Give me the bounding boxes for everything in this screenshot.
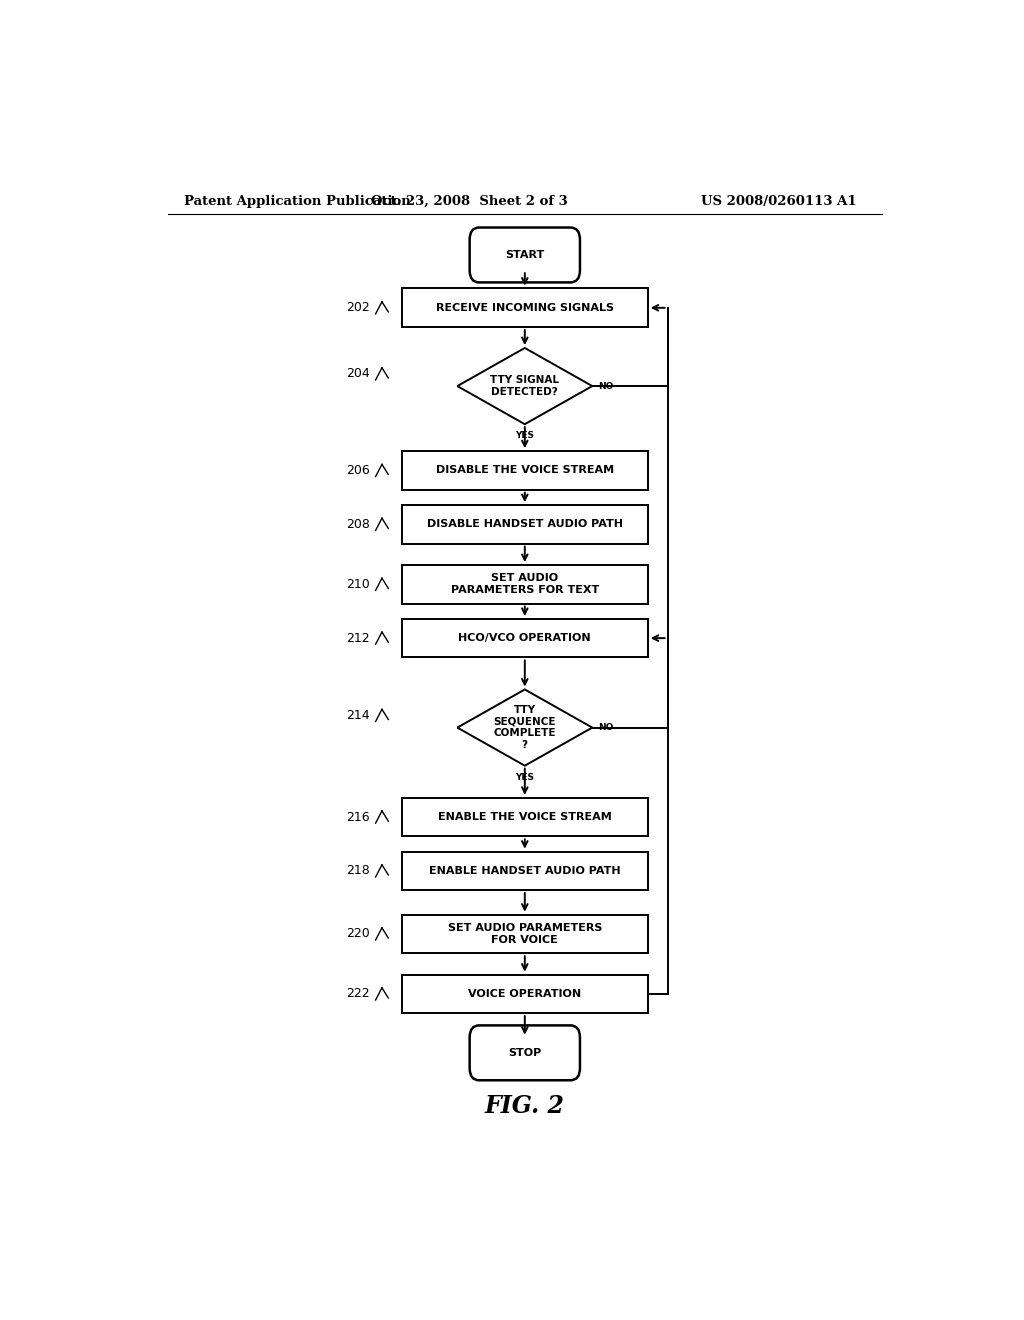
Text: 212: 212: [346, 632, 370, 644]
Text: TTY SIGNAL
DETECTED?: TTY SIGNAL DETECTED?: [490, 375, 559, 397]
Text: 210: 210: [346, 578, 370, 591]
FancyBboxPatch shape: [401, 851, 648, 890]
Text: 204: 204: [346, 367, 370, 380]
FancyBboxPatch shape: [401, 451, 648, 490]
Text: DISABLE HANDSET AUDIO PATH: DISABLE HANDSET AUDIO PATH: [427, 519, 623, 529]
FancyBboxPatch shape: [470, 1026, 580, 1080]
FancyBboxPatch shape: [401, 974, 648, 1014]
FancyBboxPatch shape: [401, 565, 648, 603]
Text: NO: NO: [599, 723, 614, 733]
FancyBboxPatch shape: [401, 915, 648, 953]
Text: DISABLE THE VOICE STREAM: DISABLE THE VOICE STREAM: [436, 466, 613, 475]
FancyBboxPatch shape: [470, 227, 580, 282]
Text: ENABLE THE VOICE STREAM: ENABLE THE VOICE STREAM: [438, 812, 611, 822]
Text: SET AUDIO
PARAMETERS FOR TEXT: SET AUDIO PARAMETERS FOR TEXT: [451, 573, 599, 595]
Text: 216: 216: [346, 810, 370, 824]
Text: 220: 220: [346, 928, 370, 940]
Text: 202: 202: [346, 301, 370, 314]
FancyBboxPatch shape: [401, 797, 648, 837]
Text: ENABLE HANDSET AUDIO PATH: ENABLE HANDSET AUDIO PATH: [429, 866, 621, 876]
Text: Oct. 23, 2008  Sheet 2 of 3: Oct. 23, 2008 Sheet 2 of 3: [371, 194, 567, 207]
Text: YES: YES: [515, 772, 535, 781]
Text: RECEIVE INCOMING SIGNALS: RECEIVE INCOMING SIGNALS: [436, 302, 613, 313]
FancyBboxPatch shape: [401, 506, 648, 544]
Text: 218: 218: [346, 865, 370, 878]
FancyBboxPatch shape: [401, 619, 648, 657]
Text: US 2008/0260113 A1: US 2008/0260113 A1: [701, 194, 856, 207]
Text: HCO/VCO OPERATION: HCO/VCO OPERATION: [459, 634, 591, 643]
Polygon shape: [458, 348, 592, 424]
Text: FIG. 2: FIG. 2: [484, 1094, 565, 1118]
Text: STOP: STOP: [508, 1048, 542, 1057]
Text: VOICE OPERATION: VOICE OPERATION: [468, 989, 582, 999]
Text: 222: 222: [346, 987, 370, 1001]
Text: SET AUDIO PARAMETERS
FOR VOICE: SET AUDIO PARAMETERS FOR VOICE: [447, 923, 602, 945]
Text: Patent Application Publication: Patent Application Publication: [183, 194, 411, 207]
Text: START: START: [505, 249, 545, 260]
FancyBboxPatch shape: [401, 289, 648, 327]
Text: NO: NO: [599, 381, 614, 391]
Text: TTY
SEQUENCE
COMPLETE
?: TTY SEQUENCE COMPLETE ?: [494, 705, 556, 750]
Text: 208: 208: [346, 517, 370, 531]
Text: 214: 214: [346, 709, 370, 722]
Text: YES: YES: [515, 432, 535, 441]
Polygon shape: [458, 689, 592, 766]
Text: 206: 206: [346, 463, 370, 477]
